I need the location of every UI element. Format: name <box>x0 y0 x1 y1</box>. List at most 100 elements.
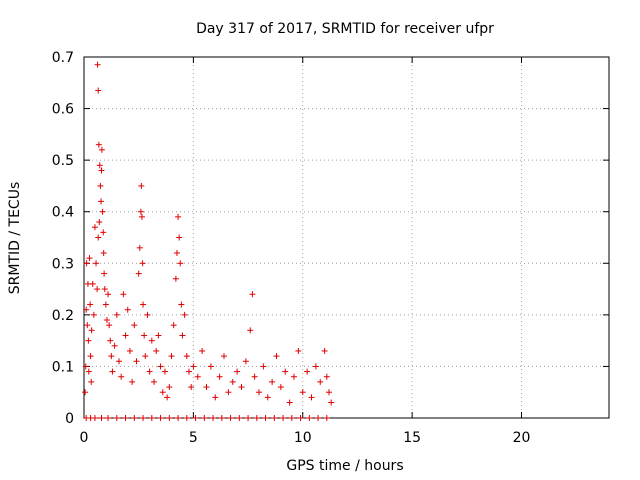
data-point <box>234 368 241 375</box>
data-points <box>82 61 335 421</box>
data-point <box>96 219 103 226</box>
data-point <box>238 384 245 391</box>
x-tick-label: 15 <box>403 430 421 446</box>
data-point <box>183 353 190 360</box>
data-point <box>159 389 166 396</box>
data-point <box>95 141 102 148</box>
data-point <box>87 353 94 360</box>
y-tick-label: 0.4 <box>52 205 74 221</box>
data-point <box>94 61 101 68</box>
data-point <box>151 378 157 385</box>
data-point <box>148 337 155 344</box>
data-point <box>95 234 102 241</box>
data-point <box>251 373 258 380</box>
data-point <box>312 363 319 370</box>
data-point <box>131 322 138 329</box>
data-point <box>203 384 210 391</box>
data-point <box>175 213 182 220</box>
data-point <box>129 378 136 385</box>
data-point <box>299 389 306 396</box>
data-point <box>96 162 103 169</box>
data-point <box>111 342 118 349</box>
data-point <box>176 234 183 241</box>
data-point <box>137 208 144 215</box>
data-point <box>83 306 90 313</box>
data-point <box>146 368 153 375</box>
data-point <box>120 291 127 298</box>
data-point <box>87 301 94 308</box>
data-point <box>108 353 115 360</box>
y-tick-label: 0.6 <box>52 102 74 118</box>
data-point <box>113 311 120 318</box>
data-point <box>179 332 186 339</box>
x-tick-label: 20 <box>513 430 531 446</box>
data-point <box>101 270 108 277</box>
data-point <box>190 363 197 370</box>
data-point <box>98 167 105 174</box>
data-point <box>155 332 162 339</box>
data-point <box>262 415 269 421</box>
data-point <box>164 394 171 401</box>
data-point <box>177 260 184 267</box>
data-point <box>183 415 190 421</box>
data-point <box>103 317 110 324</box>
data-point <box>245 415 252 421</box>
data-point <box>98 198 105 205</box>
plot-area-frame <box>83 56 610 419</box>
data-point <box>288 415 295 421</box>
data-point <box>212 394 219 401</box>
data-point <box>199 347 206 354</box>
grid <box>84 57 609 418</box>
data-point <box>122 332 129 339</box>
data-point <box>306 415 313 421</box>
data-point <box>116 358 122 365</box>
data-point <box>135 270 142 277</box>
data-point <box>89 280 96 287</box>
y-axis-label: SRMTID / TECUs <box>7 182 23 295</box>
data-point <box>95 87 102 94</box>
data-point <box>315 415 322 421</box>
y-tick-label: 0 <box>65 411 74 427</box>
data-point <box>90 311 97 318</box>
data-point <box>138 213 145 220</box>
data-point <box>157 415 164 421</box>
data-point <box>326 389 332 396</box>
data-point <box>98 146 105 153</box>
data-point <box>317 378 324 385</box>
data-point <box>170 322 177 329</box>
data-point <box>269 378 276 385</box>
data-point <box>82 363 89 370</box>
data-point <box>85 368 92 375</box>
data-point <box>133 358 140 365</box>
data-point <box>91 224 98 231</box>
data-point <box>94 286 101 293</box>
data-point <box>168 353 175 360</box>
y-tick-label: 0.5 <box>52 153 74 169</box>
data-point <box>172 275 179 282</box>
data-point <box>260 363 267 370</box>
data-point <box>210 415 217 421</box>
data-point <box>323 373 330 380</box>
x-tick-label: 0 <box>80 430 89 446</box>
x-tick-label: 5 <box>189 430 198 446</box>
data-point <box>264 394 271 401</box>
data-point <box>207 363 214 370</box>
chart-title: Day 317 of 2017, SRMTID for receiver ufp… <box>196 21 494 37</box>
data-point <box>271 415 278 421</box>
data-point <box>109 368 116 375</box>
data-point <box>113 415 120 421</box>
data-point <box>97 182 104 189</box>
y-tick-label: 0.3 <box>52 256 74 272</box>
data-point <box>142 353 149 360</box>
data-point <box>122 415 129 421</box>
data-point <box>201 415 208 421</box>
data-point <box>247 327 254 334</box>
data-point <box>256 389 262 396</box>
data-point <box>131 415 138 421</box>
data-point <box>99 208 106 215</box>
data-point <box>178 301 185 308</box>
data-point <box>136 244 143 251</box>
data-point <box>192 415 199 421</box>
data-point <box>83 260 90 267</box>
